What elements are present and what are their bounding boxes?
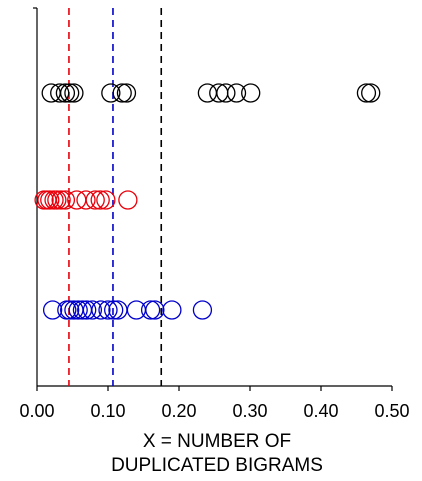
data-point bbox=[50, 83, 70, 103]
mean-lines bbox=[68, 8, 163, 386]
plot-frame bbox=[33, 7, 392, 387]
x-tick-label: 0.00 bbox=[19, 401, 54, 421]
data-point bbox=[47, 190, 67, 210]
data-point bbox=[68, 300, 88, 320]
data-point bbox=[108, 300, 128, 320]
data-point bbox=[76, 190, 96, 210]
data-point bbox=[192, 300, 213, 320]
x-tick-label: 0.30 bbox=[232, 401, 267, 421]
x-tick-label: 0.40 bbox=[303, 401, 338, 421]
data-point bbox=[241, 83, 261, 103]
data-point bbox=[51, 190, 71, 210]
data-point bbox=[356, 83, 377, 103]
data-point bbox=[64, 83, 84, 103]
data-point bbox=[90, 190, 110, 210]
x-axis-title-line-1: X = NUMBER OF bbox=[143, 431, 291, 452]
x-tick-label: 0.10 bbox=[90, 401, 125, 421]
data-point bbox=[77, 300, 97, 320]
data-point bbox=[116, 83, 137, 103]
data-point bbox=[101, 83, 121, 103]
data-points bbox=[34, 83, 381, 320]
data-point bbox=[145, 300, 165, 320]
data-point bbox=[361, 83, 381, 103]
data-point bbox=[140, 300, 161, 320]
data-point bbox=[42, 300, 63, 320]
data-point bbox=[162, 300, 182, 320]
x-tick-label: 0.20 bbox=[161, 401, 196, 421]
data-point bbox=[55, 83, 76, 103]
data-point bbox=[82, 300, 103, 320]
data-point bbox=[55, 190, 76, 210]
x-axis: 0.00 0.10 0.20 0.30 0.40 0.50 bbox=[19, 386, 410, 421]
data-point bbox=[85, 190, 105, 210]
data-point bbox=[104, 300, 124, 320]
data-point bbox=[40, 190, 60, 210]
data-point bbox=[91, 300, 111, 320]
data-point bbox=[197, 83, 218, 103]
data-point bbox=[60, 83, 80, 103]
data-point bbox=[60, 300, 80, 320]
data-point bbox=[98, 300, 118, 320]
data-point bbox=[216, 83, 236, 103]
data-point bbox=[96, 190, 116, 210]
data-point bbox=[126, 300, 147, 320]
x-tick-label: 0.50 bbox=[374, 401, 409, 421]
x-axis-title-line-2: DUPLICATED BIGRAMS bbox=[111, 455, 323, 476]
data-point bbox=[118, 190, 138, 210]
data-point bbox=[112, 83, 132, 103]
data-point bbox=[226, 83, 247, 103]
